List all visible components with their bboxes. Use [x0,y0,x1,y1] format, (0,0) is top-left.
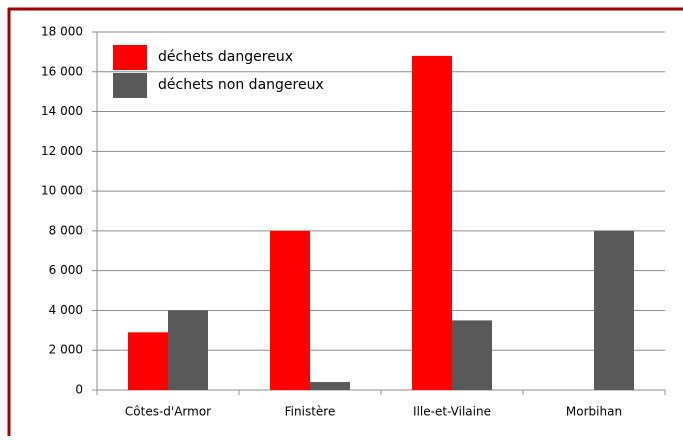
y-tick-label: 18 000 [41,25,83,39]
legend-label: déchets non dangereux [158,77,324,93]
y-tick-label: 14 000 [41,104,83,118]
y-tick-label: 12 000 [41,144,83,158]
legend-swatch [113,45,147,70]
y-tick-label: 8 000 [49,223,83,237]
y-tick-label: 10 000 [41,184,83,198]
bar [452,320,492,390]
bar [310,382,350,390]
bar [594,230,634,390]
bar [270,230,310,390]
y-tick-label: 6 000 [49,263,83,277]
x-tick-label: Morbihan [566,405,622,419]
legend-label: déchets dangereux [158,49,293,65]
bar [412,55,452,390]
y-tick-label: 16 000 [41,64,83,78]
bar [128,332,168,390]
y-tick-label: 0 [75,383,83,397]
bar [168,310,208,390]
x-tick-label: Ille-et-Vilaine [413,405,491,419]
y-tick-label: 4 000 [49,303,83,317]
x-tick-label: Finistère [285,405,336,419]
legend-swatch [113,73,147,98]
y-tick-label: 2 000 [49,343,83,357]
x-tick-label: Côtes-d'Armor [125,405,211,419]
